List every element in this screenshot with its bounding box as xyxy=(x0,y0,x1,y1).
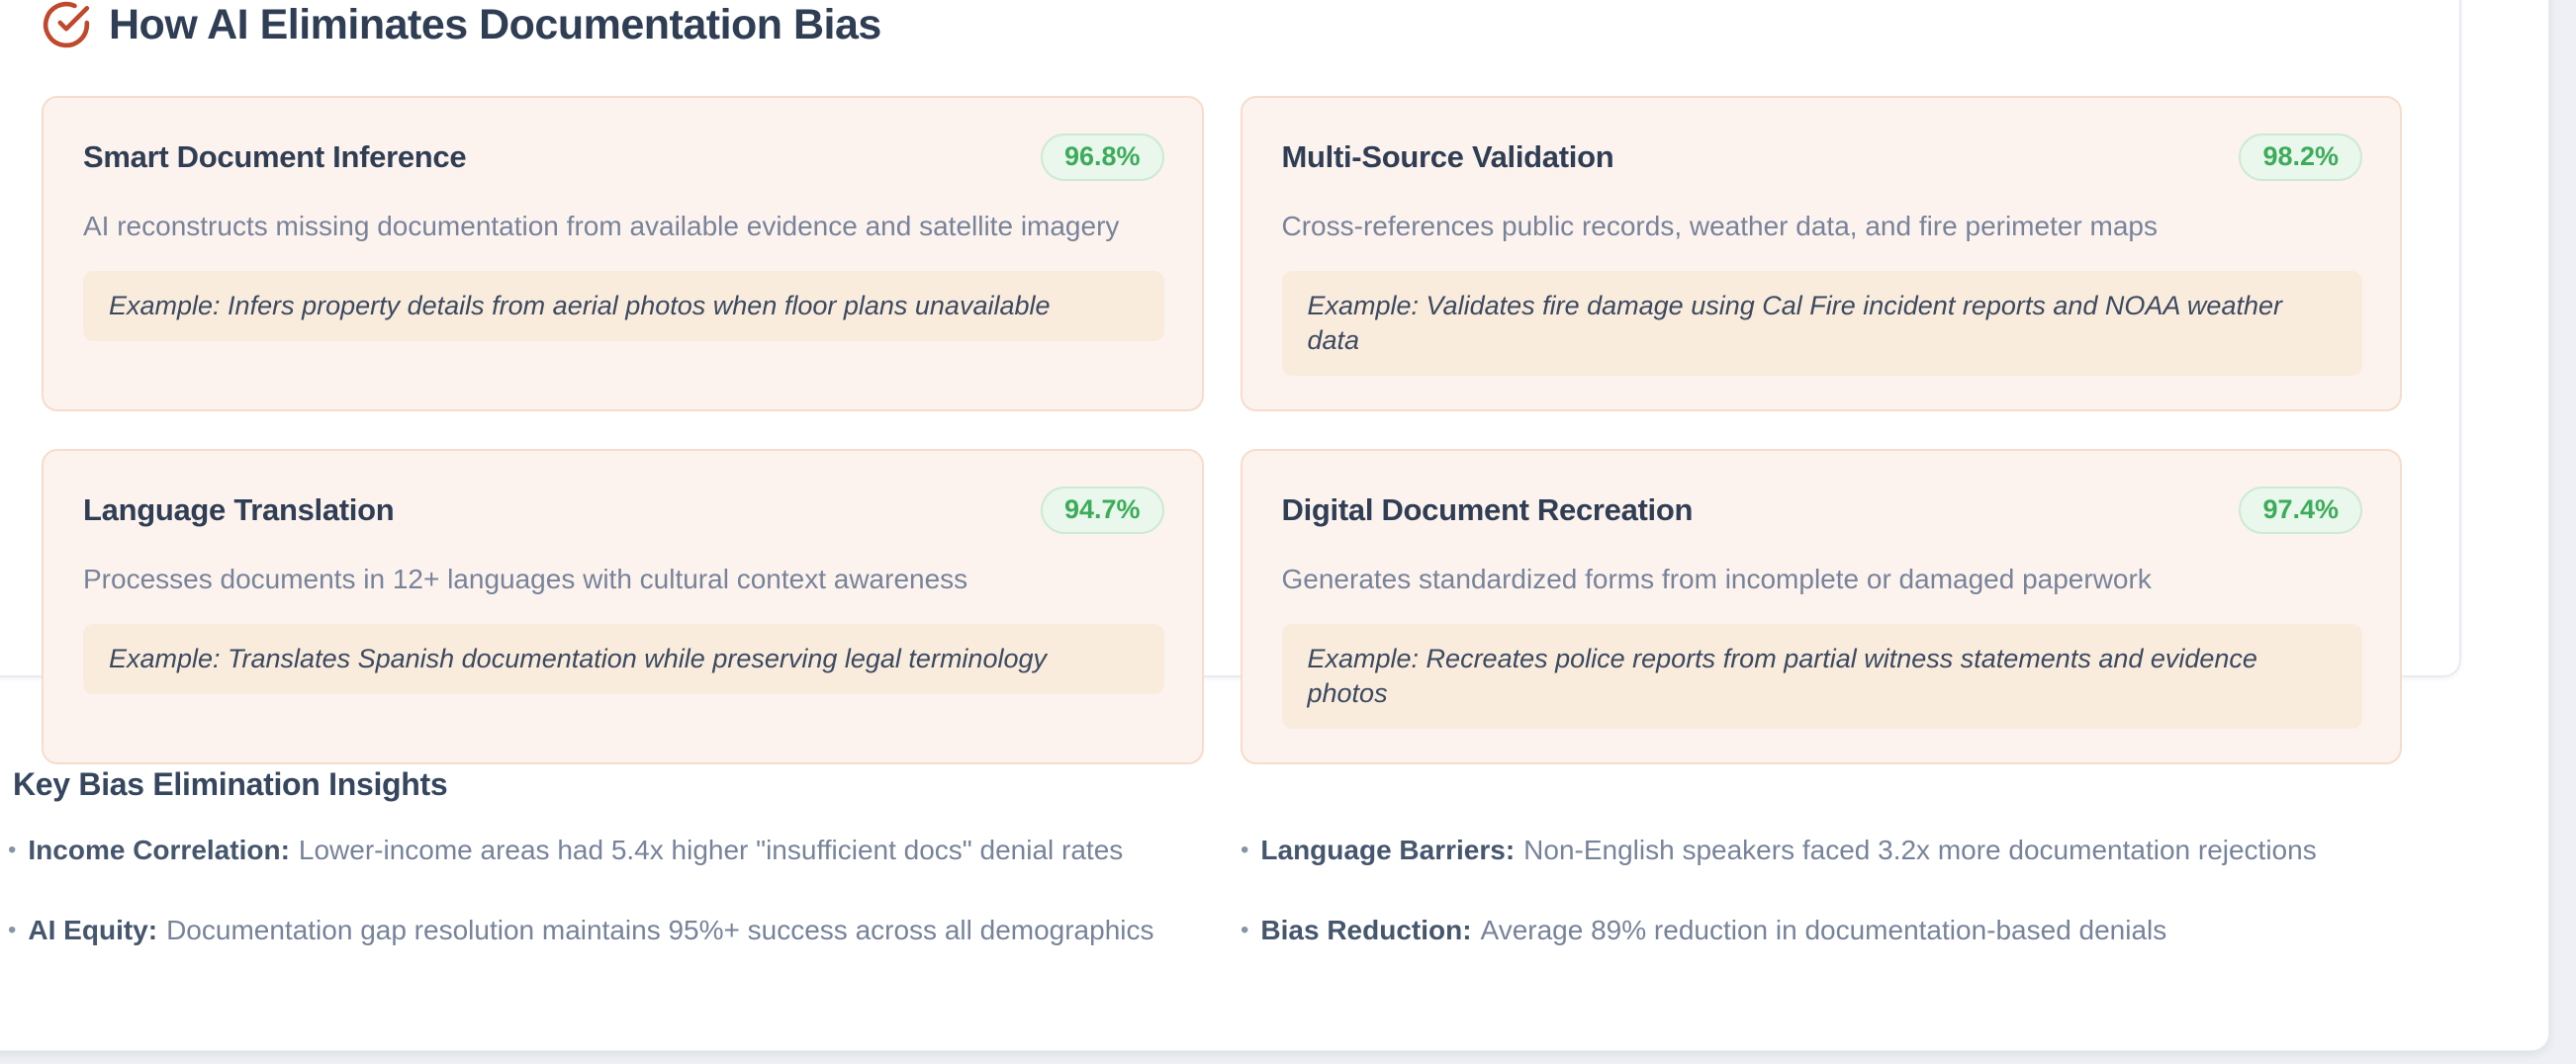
card-title: Multi-Source Validation xyxy=(1281,139,1614,174)
insights-grid: • Income Correlation: Lower-income areas h… xyxy=(8,833,2451,947)
card-header: Smart Document Inference 96.8% xyxy=(83,133,1164,181)
insight-label: AI Equity: xyxy=(28,915,158,945)
card-title: Language Translation xyxy=(83,491,395,527)
card-title: Smart Document Inference xyxy=(83,139,467,174)
card-description: Generates standardized forms from incomp… xyxy=(1281,563,2152,594)
insight-item-bias-reduction: • Bias Reduction: Average 89% reduction in… xyxy=(1241,913,2451,947)
insight-item-language-barriers: • Language Barriers: Non-English speakers … xyxy=(1241,833,2451,867)
bullet-icon: • xyxy=(8,917,17,943)
bullet-icon: • xyxy=(1241,837,1249,863)
success-rate-badge: 97.4% xyxy=(2239,486,2362,534)
card-header: Language Translation 94.7% xyxy=(83,486,1164,534)
card-description: Processes documents in 12+ languages wit… xyxy=(83,563,968,594)
section-header: How AI Eliminates Documentation Bias xyxy=(42,0,2402,50)
check-circle-icon xyxy=(43,1,90,48)
insight-label: Language Barriers: xyxy=(1260,835,1516,865)
feature-card-smart-document-inference: Smart Document Inference 96.8% AI recons… xyxy=(42,96,1204,411)
card-description: Cross-references public records, weather… xyxy=(1281,210,2159,241)
card-header: Digital Document Recreation 97.4% xyxy=(1281,486,2362,534)
bullet-icon: • xyxy=(1241,917,1249,943)
insight-label: Income Correlation: xyxy=(28,835,290,865)
card-description: AI reconstructs missing documentation fr… xyxy=(83,210,1120,241)
success-rate-badge: 96.8% xyxy=(1040,133,1164,181)
card-example: Example: Infers property details from ae… xyxy=(83,270,1164,341)
success-rate-badge: 94.7% xyxy=(1040,486,1164,534)
insights-section: Key Bias Elimination Insights • Income Co… xyxy=(8,766,2451,947)
main-panel: How AI Eliminates Documentation Bias Sma… xyxy=(0,0,2549,1051)
card-title: Digital Document Recreation xyxy=(1281,491,1694,527)
bullet-icon: • xyxy=(8,837,17,863)
card-example: Example: Translates Spanish documentatio… xyxy=(83,623,1164,694)
feature-card-multi-source-validation: Multi-Source Validation 98.2% Cross-refe… xyxy=(1240,96,2402,411)
insight-text: Documentation gap resolution maintains 9… xyxy=(166,915,1154,945)
insight-text: Non-English speakers faced 3.2x more doc… xyxy=(1523,835,2317,865)
insight-label: Bias Reduction: xyxy=(1260,915,1472,945)
insight-item-ai-equity: • AI Equity: Documentation gap resolution … xyxy=(8,913,1241,947)
feature-card-language-translation: Language Translation 94.7% Processes doc… xyxy=(42,448,1204,764)
insights-title: Key Bias Elimination Insights xyxy=(13,766,448,802)
feature-card-digital-document-recreation: Digital Document Recreation 97.4% Genera… xyxy=(1240,448,2402,764)
insight-text: Lower-income areas had 5.4x higher "insu… xyxy=(298,835,1124,865)
success-rate-badge: 98.2% xyxy=(2239,133,2362,181)
card-example: Example: Validates fire damage using Cal… xyxy=(1281,270,2362,376)
insight-item-income-correlation: • Income Correlation: Lower-income areas h… xyxy=(8,833,1241,867)
section-title: How AI Eliminates Documentation Bias xyxy=(109,0,881,48)
insight-text: Average 89% reduction in documentation-b… xyxy=(1480,915,2167,945)
documentation-bias-section: How AI Eliminates Documentation Bias Sma… xyxy=(0,0,2461,764)
card-example: Example: Recreates police reports from p… xyxy=(1281,623,2362,729)
card-header: Multi-Source Validation 98.2% xyxy=(1281,133,2362,181)
feature-cards-grid: Smart Document Inference 96.8% AI recons… xyxy=(42,96,2402,764)
